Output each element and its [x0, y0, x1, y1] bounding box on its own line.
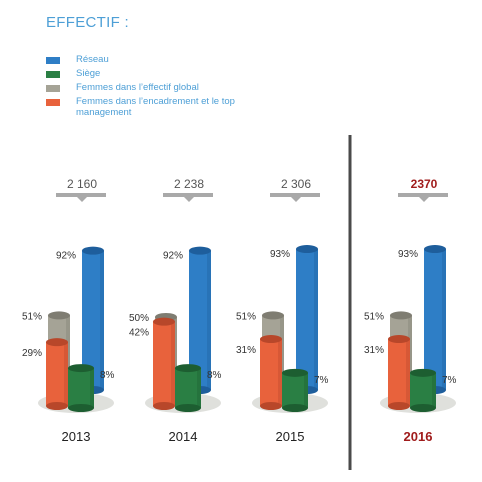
bar-reseau-2015-shade [314, 249, 318, 390]
bar-femmes-encadrement-2015-bottom [260, 402, 282, 410]
bar-siege-2016-bottom [410, 404, 436, 412]
legend-label-femmes-encadrement: Femmes dans l’encadrement et le top mana… [76, 96, 235, 118]
bar-reseau-2015-top [296, 245, 318, 254]
label-femmes-encadrement-2014: 42% [129, 328, 149, 339]
bar-femmes-encadrement-2016-bottom [388, 402, 410, 410]
bar-femmes-encadrement-2013-shade [64, 342, 68, 406]
bar-femmes-encadrement-2016-body [388, 339, 410, 406]
total-2016: 2370 [411, 177, 438, 191]
bar-reseau-2016-shade [442, 249, 446, 390]
label-siege-2015: 7% [314, 375, 329, 386]
year-label-2016: 2016 [404, 429, 433, 444]
bar-siege-2016-body [410, 372, 436, 408]
bar-siege-2013-shade [90, 368, 94, 408]
bar-reseau-2013-body [82, 250, 104, 390]
label-reseau-2016: 93% [398, 249, 418, 260]
bar-femmes-encadrement-2014-bottom [153, 402, 175, 410]
bar-femmes-encadrement-2015-shade [278, 339, 282, 406]
bar-siege-2015-body [282, 372, 308, 408]
legend-label-siege: Siège [76, 68, 101, 79]
legend-swatch-femmes-encadrement [46, 99, 60, 106]
bar-femmes-encadrement-2014-shade [171, 321, 175, 406]
total-pointer-2013 [77, 197, 87, 202]
total-bar-2014 [163, 193, 213, 197]
legend-item-femmes-encadrement: Femmes dans l’encadrement et le top mana… [46, 96, 246, 118]
bar-reseau-2014-body [189, 250, 211, 390]
label-siege-2013: 8% [100, 370, 115, 381]
label-siege-2014: 8% [207, 370, 222, 381]
chart-title: EFFECTIF : [46, 14, 129, 31]
bar-femmes-encadrement-2013-bottom [46, 402, 68, 410]
label-reseau-2015: 93% [270, 249, 290, 260]
total-bar-2015 [270, 193, 320, 197]
bar-femmes-encadrement-2014-top [153, 317, 175, 326]
bar-reseau-2016-top [424, 245, 446, 254]
total-pointer-2015 [291, 197, 301, 202]
total-2013: 2 160 [67, 177, 97, 191]
bar-femmes-encadrement-2015-top [260, 335, 282, 344]
label-femmes-effectif-2014: 50% [129, 313, 149, 324]
total-pointer-2014 [184, 197, 194, 202]
total-2014: 2 238 [174, 177, 204, 191]
legend-label-femmes-effectif: Femmes dans l’effectif global [76, 82, 199, 93]
bar-femmes-encadrement-2013-top [46, 338, 68, 347]
bar-femmes-encadrement-2013-body [46, 342, 68, 406]
bar-femmes-effectif-2013-top [48, 311, 70, 320]
legend: Réseau Siège Femmes dans l’effectif glob… [46, 54, 246, 121]
year-label-2014: 2014 [169, 429, 198, 444]
year-label-2013: 2013 [62, 429, 91, 444]
bar-siege-2013-body [68, 368, 94, 408]
bar-reseau-2014-top [189, 246, 211, 255]
total-bar-2016 [398, 193, 448, 197]
label-femmes-effectif-2016: 51% [364, 311, 384, 322]
bar-reseau-2013-top [82, 246, 104, 255]
bar-reseau-2016-body [424, 249, 446, 390]
bar-siege-2016-shade [432, 372, 436, 408]
legend-label-reseau: Réseau [76, 54, 109, 65]
bar-femmes-encadrement-2014-body [153, 321, 175, 406]
bar-siege-2013-top [68, 364, 94, 373]
bar-siege-2014-body [175, 368, 201, 408]
legend-swatch-femmes-effectif [46, 85, 60, 92]
bar-siege-2016-top [410, 368, 436, 377]
bar-siege-2014-shade [197, 368, 201, 408]
bar-siege-2015-top [282, 368, 308, 377]
bar-siege-2013-bottom [68, 404, 94, 412]
total-2015: 2 306 [281, 177, 311, 191]
total-bar-2013 [56, 193, 106, 197]
legend-swatch-reseau [46, 57, 60, 64]
year-label-2015: 2015 [276, 429, 305, 444]
bar-femmes-effectif-2015-top [262, 311, 284, 320]
label-femmes-encadrement-2015: 31% [236, 345, 256, 356]
label-femmes-encadrement-2016: 31% [364, 345, 384, 356]
total-pointer-2016 [419, 197, 429, 202]
bar-siege-2014-top [175, 364, 201, 373]
bar-reseau-2014-shade [207, 250, 211, 390]
bar-siege-2014-bottom [175, 404, 201, 412]
label-siege-2016: 7% [442, 375, 457, 386]
label-reseau-2013: 92% [56, 251, 76, 262]
label-femmes-effectif-2015: 51% [236, 311, 256, 322]
legend-item-siege: Siège [46, 68, 246, 79]
bar-femmes-encadrement-2016-shade [406, 339, 410, 406]
bar-siege-2015-shade [304, 372, 308, 408]
bar-femmes-encadrement-2016-top [388, 335, 410, 344]
label-femmes-encadrement-2013: 29% [22, 348, 42, 359]
bar-siege-2015-bottom [282, 404, 308, 412]
legend-swatch-siege [46, 71, 60, 78]
bar-femmes-encadrement-2015-body [260, 339, 282, 406]
bar-reseau-2015-body [296, 249, 318, 390]
legend-item-femmes-effectif: Femmes dans l’effectif global [46, 82, 246, 93]
label-femmes-effectif-2013: 51% [22, 311, 42, 322]
bar-femmes-effectif-2016-top [390, 311, 412, 320]
legend-item-reseau: Réseau [46, 54, 246, 65]
label-reseau-2014: 92% [163, 251, 183, 262]
bar-reseau-2013-shade [100, 250, 104, 390]
